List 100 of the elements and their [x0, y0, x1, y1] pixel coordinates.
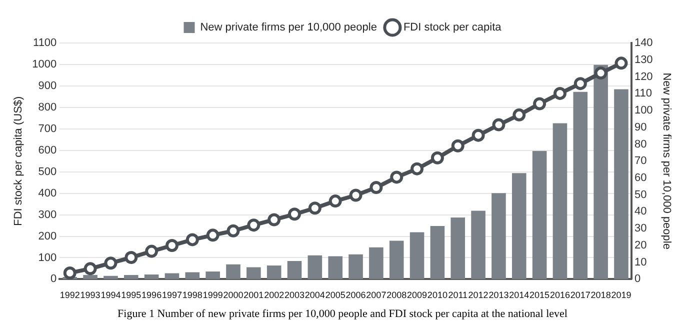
x-tick-label: 2003: [284, 290, 305, 300]
point: [390, 170, 404, 184]
bar: [450, 217, 466, 280]
x-tick-label: 1993: [80, 290, 100, 300]
y2-tick-label: 80: [634, 138, 647, 150]
point: [63, 266, 76, 280]
caption: Figure 1 Number of new private firms per 10,000 people and FDI stock per capita at the national level: [116, 308, 568, 320]
point: [268, 213, 281, 226]
bar: [164, 273, 180, 280]
point: [614, 56, 628, 70]
y-tick-label: 200: [38, 230, 57, 242]
point: [451, 139, 464, 152]
bar: [492, 193, 506, 280]
x-tick-label: 1997: [162, 290, 182, 300]
y-tick-label: 500: [38, 166, 57, 178]
bar: [185, 272, 200, 280]
point: [84, 262, 97, 276]
point: [328, 194, 342, 208]
bar: [614, 89, 628, 280]
y-axis-title: FDI stock per capita (US$): [12, 96, 25, 226]
bar: [369, 247, 384, 280]
x-tick-label: 2009: [407, 290, 428, 300]
point: [226, 224, 240, 238]
point: [370, 181, 383, 194]
bar: [144, 274, 159, 280]
x-tick-label: 2013: [488, 290, 509, 300]
bar: [594, 64, 608, 280]
x-tick-label: 2007: [366, 290, 386, 300]
x-tick-label: 2004: [304, 290, 325, 300]
y-tick-label: 900: [38, 80, 57, 92]
point: [186, 233, 199, 246]
bar: [83, 274, 98, 280]
x-tick-label: 2002: [264, 290, 284, 300]
x-tick-label: 1992: [60, 290, 80, 300]
point: [533, 97, 546, 110]
point: [472, 128, 485, 142]
x-tick-label: 2016: [550, 290, 570, 300]
x-tick-label: 2005: [325, 290, 346, 300]
point: [512, 108, 526, 122]
y-tick-label: 600: [38, 144, 57, 156]
bar: [246, 267, 261, 280]
y2-tick-label: 110: [634, 88, 652, 100]
y2-tick-label: 50: [634, 188, 647, 201]
y2-tick-label: 90: [634, 121, 647, 134]
bar: [410, 232, 424, 280]
y-tick-label: 400: [38, 187, 57, 200]
bar: [226, 264, 240, 280]
y-tick-label: 0: [50, 273, 57, 286]
point: [288, 208, 302, 221]
x-tick-label: 2010: [427, 290, 448, 300]
legend-label: FDI stock per capita: [403, 22, 502, 34]
point: [124, 251, 138, 264]
bar: [328, 256, 342, 280]
x-tick-label: 1999: [202, 290, 223, 300]
bar: [512, 173, 526, 280]
bar: [287, 260, 302, 280]
bar: [266, 266, 282, 280]
x-tick-label: 1996: [142, 290, 162, 300]
bar: [348, 254, 363, 280]
bar: [532, 150, 547, 280]
y2-tick-label: 10: [634, 256, 647, 268]
x-tick-label: 2001: [244, 290, 264, 300]
x-tick-label: 1998: [182, 290, 202, 300]
point: [308, 202, 322, 215]
bar: [573, 92, 588, 280]
y2-tick-label: 30: [634, 222, 647, 235]
y2-tick-label: 70: [634, 155, 647, 168]
point: [574, 77, 587, 90]
bar: [552, 123, 568, 280]
y2-tick-label: 60: [634, 172, 647, 184]
y-tick-label: 1000: [32, 58, 57, 71]
point: [410, 162, 424, 176]
legend-label: New private firms per 10,000 people: [200, 22, 377, 34]
bar: [430, 226, 445, 280]
x-tick-label: 2012: [468, 290, 488, 300]
x-tick-label: 2017: [570, 290, 590, 300]
x-tick-label: 1995: [121, 290, 142, 300]
x-tick-label: 2011: [448, 290, 468, 300]
y2-tick-label: 0: [634, 273, 641, 286]
point: [430, 151, 444, 164]
x-tick-label: 1994: [100, 290, 121, 300]
point: [165, 238, 178, 252]
x-tick-label: 2014: [509, 290, 530, 300]
x-tick-label: 2019: [611, 290, 632, 300]
y2-tick-label: 20: [634, 239, 647, 252]
point: [594, 66, 608, 80]
bar: [471, 210, 486, 280]
x-tick-label: 2008: [386, 290, 407, 300]
y2-tick-label: 140: [634, 37, 653, 50]
y-tick-label: 300: [38, 208, 57, 221]
bar: [308, 255, 322, 280]
x-tick-label: 2000: [223, 290, 244, 300]
point: [492, 118, 506, 132]
y2-tick-label: 120: [634, 70, 653, 83]
bar: [206, 271, 220, 280]
bar: [124, 274, 138, 280]
y-tick-label: 800: [38, 101, 57, 114]
y2-axis-title: New private firms per 10,000 people: [660, 72, 672, 250]
bar: [104, 276, 118, 280]
x-tick-label: 2006: [346, 290, 366, 300]
